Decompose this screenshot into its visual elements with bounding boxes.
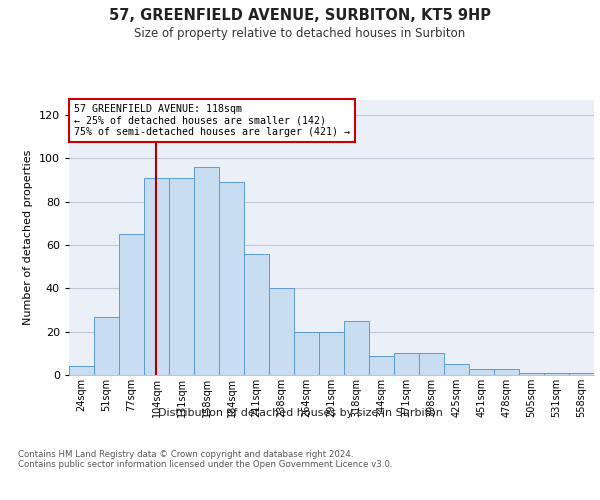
- Bar: [494, 368, 519, 375]
- Bar: [469, 368, 494, 375]
- Bar: [569, 373, 594, 375]
- Text: 57, GREENFIELD AVENUE, SURBITON, KT5 9HP: 57, GREENFIELD AVENUE, SURBITON, KT5 9HP: [109, 8, 491, 22]
- Bar: [519, 373, 544, 375]
- Bar: [394, 354, 419, 375]
- Y-axis label: Number of detached properties: Number of detached properties: [23, 150, 33, 325]
- Bar: [369, 356, 394, 375]
- Bar: [69, 366, 94, 375]
- Text: 57 GREENFIELD AVENUE: 118sqm
← 25% of detached houses are smaller (142)
75% of s: 57 GREENFIELD AVENUE: 118sqm ← 25% of de…: [74, 104, 350, 138]
- Bar: [294, 332, 319, 375]
- Text: Contains HM Land Registry data © Crown copyright and database right 2024.
Contai: Contains HM Land Registry data © Crown c…: [18, 450, 392, 469]
- Bar: [94, 316, 119, 375]
- Bar: [344, 321, 369, 375]
- Bar: [544, 373, 569, 375]
- Text: Distribution of detached houses by size in Surbiton: Distribution of detached houses by size …: [158, 408, 442, 418]
- Bar: [144, 178, 169, 375]
- Bar: [219, 182, 244, 375]
- Bar: [194, 167, 219, 375]
- Bar: [269, 288, 294, 375]
- Bar: [444, 364, 469, 375]
- Bar: [319, 332, 344, 375]
- Bar: [419, 354, 444, 375]
- Bar: [244, 254, 269, 375]
- Text: Size of property relative to detached houses in Surbiton: Size of property relative to detached ho…: [134, 28, 466, 40]
- Bar: [169, 178, 194, 375]
- Bar: [119, 234, 144, 375]
